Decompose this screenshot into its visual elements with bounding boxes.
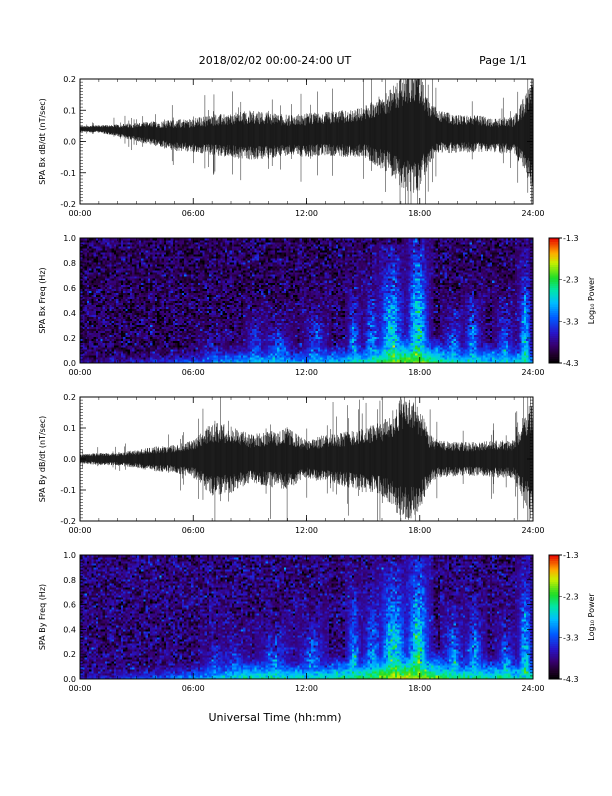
y-tick-label: 0.2 [63,75,76,84]
panels-group: 0.2 0.1 0.0 -0.1 -0.200:00 06:00 12:00 18:00 24:… [38,12,596,693]
y-tick-label: -0.1 [60,169,76,178]
x-tick-label: 24:00 [521,209,544,218]
page-title: 2018/02/02 00:00-24:00 UT [199,54,352,67]
waveform-trace [80,12,533,257]
y-axis-title: SPA Bx dB/dt (nT/sec) [38,98,47,185]
x-tick-label: 18:00 [408,209,431,218]
spectrogram-cells [80,238,533,363]
bx-wave-panel: 0.2 0.1 0.0 -0.1 -0.200:00 06:00 12:00 18:00 24:… [38,12,545,257]
page-number: Page 1/1 [479,54,527,67]
x-tick-label: 06:00 [182,209,205,218]
y-tick-label: 0.1 [63,106,76,115]
x-tick-label: 12:00 [295,209,318,218]
y-tick-label: -0.2 [60,200,76,209]
y-tick-label: 0.0 [63,138,76,147]
x-tick-label: 00:00 [68,209,91,218]
